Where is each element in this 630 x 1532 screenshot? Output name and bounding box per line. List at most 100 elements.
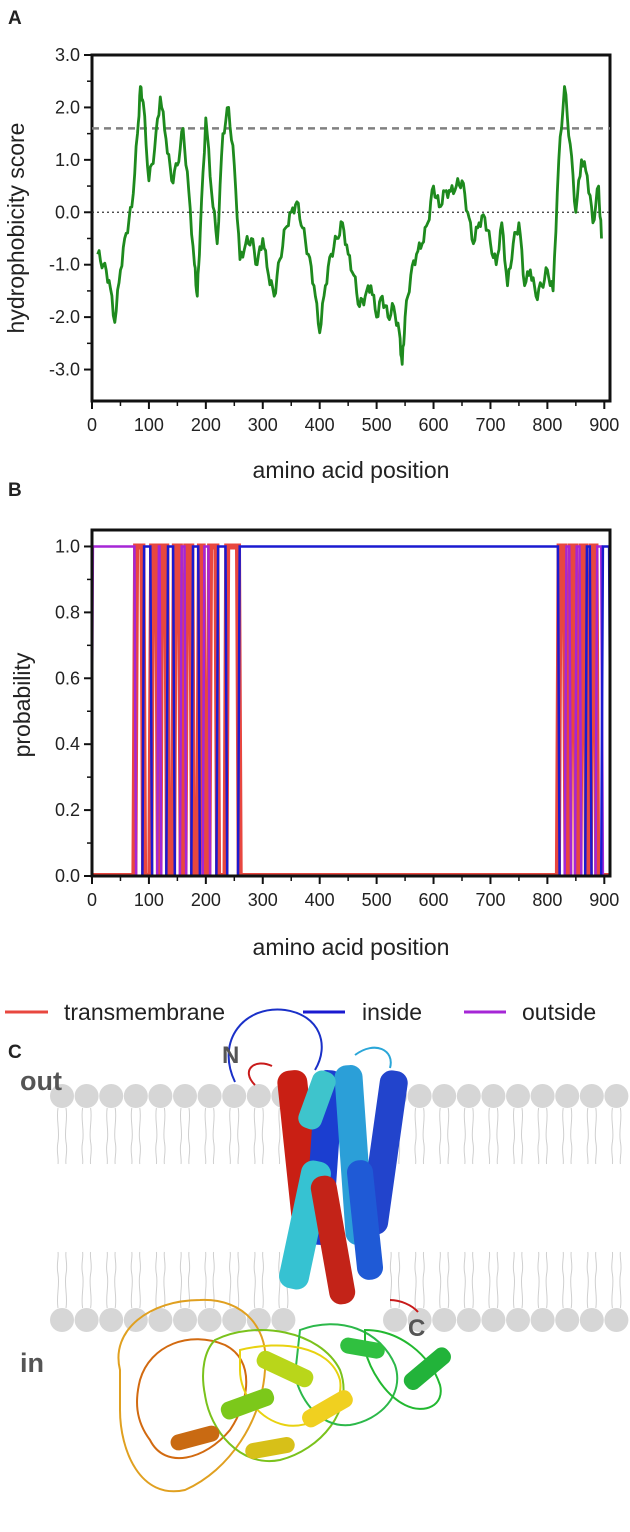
panel-label-c: C	[8, 1042, 22, 1063]
legend-label-transmembrane: transmembrane	[64, 999, 225, 1025]
lipid-head	[173, 1308, 197, 1332]
lipid-head	[197, 1084, 222, 1108]
lipid-head	[579, 1308, 604, 1332]
lipid-tail	[537, 1251, 540, 1309]
lipid-head	[222, 1308, 247, 1332]
lipid-tail	[228, 1251, 232, 1309]
lipid-head	[271, 1308, 296, 1332]
a-y-tick-label: 0.0	[55, 202, 80, 222]
lipid-head	[148, 1084, 173, 1108]
hydrophobicity-series	[96, 85, 603, 366]
b-x-tick-label: 600	[419, 890, 449, 910]
a-x-tick-label: 300	[248, 415, 278, 435]
lipid-tail	[163, 1251, 166, 1309]
lipid-tail	[488, 1107, 491, 1165]
panel-label-b: B	[8, 480, 22, 501]
b-x-tick-label: 700	[475, 890, 505, 910]
b-y-tick-label: 0.0	[55, 866, 80, 886]
lipid-tail	[389, 1251, 393, 1309]
plot-frame-b	[90, 528, 612, 878]
lipid-tail	[89, 1107, 92, 1165]
b-x-tick-label: 100	[134, 890, 164, 910]
a-x-tick-label: 400	[305, 415, 335, 435]
lipid-head	[99, 1308, 124, 1332]
lipid-tail	[545, 1251, 548, 1309]
lipid-tail	[130, 1107, 133, 1165]
lipid-head	[579, 1084, 604, 1108]
b-y-tick-label: 0.4	[55, 734, 80, 754]
lipid-tail	[561, 1107, 565, 1165]
lipid-tail	[422, 1251, 425, 1309]
b-x-tick-label: 500	[362, 890, 392, 910]
lipid-head	[604, 1308, 629, 1332]
b-x-tick-label: 300	[248, 890, 278, 910]
lipid-tail	[447, 1107, 450, 1165]
lipid-tail	[594, 1107, 598, 1165]
lipid-tail	[496, 1107, 499, 1165]
legend: transmembrane inside outside	[5, 999, 596, 1025]
x-axis-title-b: amino acid position	[253, 934, 450, 960]
a-x-tick-label: 100	[134, 415, 164, 435]
lipid-tail	[138, 1107, 142, 1165]
inside-series	[92, 545, 610, 876]
lipid-tail	[512, 1251, 516, 1309]
lipid-tail	[187, 1251, 191, 1309]
lipid-head	[50, 1084, 74, 1108]
y-axis-title-b: probability	[9, 652, 35, 757]
lipid-tail	[611, 1251, 614, 1309]
lipid-tail	[261, 1107, 265, 1165]
lipid-tail	[520, 1251, 524, 1309]
b-x-tick-label: 900	[589, 890, 619, 910]
lipid-tail	[179, 1251, 183, 1309]
lipid-tail	[253, 1251, 256, 1309]
b-y-tick-label: 0.6	[55, 668, 80, 688]
legend-label-outside: outside	[522, 999, 596, 1025]
lipid-head	[555, 1084, 580, 1108]
lipid-tail	[138, 1251, 142, 1309]
lipid-tail	[89, 1251, 92, 1309]
lipid-tail	[130, 1251, 133, 1309]
lipid-head	[173, 1084, 197, 1108]
lipid-tail	[463, 1251, 466, 1309]
lipid-tail	[438, 1251, 442, 1309]
panel-b-chart: 1.0 0.8 0.6 0.4 0.2 0.0 0 100 200 300 400 500 600 70…	[9, 528, 619, 960]
lipid-tail	[512, 1107, 516, 1165]
a-x-tick-label: 600	[419, 415, 449, 435]
lipid-head	[506, 1084, 530, 1108]
b-y-tick-label: 0.8	[55, 602, 80, 622]
lipid-tail	[114, 1107, 117, 1165]
lipid-head	[383, 1308, 407, 1332]
lipid-tail	[56, 1107, 60, 1165]
lipid-tail	[397, 1251, 401, 1309]
lipid-head	[123, 1308, 148, 1332]
lipid-head	[555, 1308, 580, 1332]
lipid-tail	[204, 1251, 207, 1309]
b-x-tick-label: 800	[532, 890, 562, 910]
lipid-tail	[619, 1107, 622, 1165]
lipid-head	[432, 1084, 457, 1108]
lipid-tail	[64, 1251, 68, 1309]
lipid-tail	[537, 1107, 540, 1165]
b-x-tick-label: 0	[87, 890, 97, 910]
a-x-tick-label: 0	[87, 415, 97, 435]
lipid-tail	[163, 1107, 166, 1165]
lipid-tail	[586, 1107, 589, 1165]
lipid-head	[481, 1308, 506, 1332]
lipid-tail	[438, 1107, 442, 1165]
x-axis-title-a: amino acid position	[253, 457, 450, 483]
lipid-tail	[204, 1107, 207, 1165]
lipid-tail	[212, 1251, 215, 1309]
lipid-tail	[212, 1107, 215, 1165]
panel-label-a: A	[8, 8, 22, 29]
lipid-tail	[447, 1251, 450, 1309]
lipid-head	[530, 1084, 555, 1108]
lipid-tail	[545, 1107, 548, 1165]
lipid-tail	[586, 1251, 589, 1309]
a-x-tick-label: 500	[362, 415, 392, 435]
lipid-tail	[253, 1107, 256, 1165]
lipid-tail	[105, 1107, 109, 1165]
lipid-head	[123, 1084, 148, 1108]
lipid-tail	[155, 1251, 158, 1309]
lipid-head	[604, 1084, 629, 1108]
